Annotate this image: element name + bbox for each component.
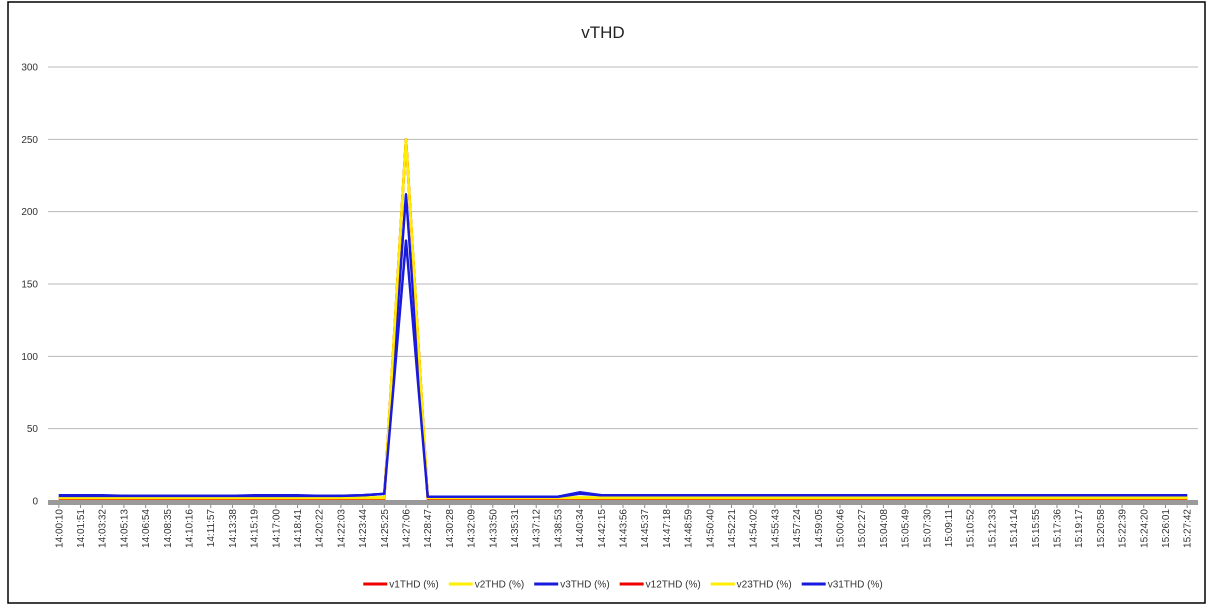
x-tick-label: 14:30:28 [445,509,456,548]
x-tick-label: 15:12:33 [987,509,998,548]
legend-label: v31THD (%) [828,580,883,591]
x-tick-label: 14:08:35 [163,509,174,548]
x-tick-label: 15:15:55 [1031,509,1042,548]
y-tick-label: 50 [27,424,39,435]
x-tick-label: 14:35:31 [510,509,521,548]
y-tick-label: 250 [21,135,38,146]
x-tick-label: 14:05:13 [119,509,130,548]
x-tick-label: 14:06:54 [141,509,152,548]
x-tick-label: 14:22:03 [336,509,347,548]
y-tick-label: 100 [21,352,38,363]
x-axis-band [48,500,1198,505]
y-tick-label: 0 [32,497,38,508]
x-tick-label: 14:03:32 [98,509,109,548]
x-tick-label: 14:33:50 [488,509,499,548]
legend: v1THD (%) v2THD (%) v3THD (%) v12THD (%) v23… [363,580,883,591]
x-tick-label: 15:19:17 [1074,509,1085,548]
x-tick-label: 14:59:05 [814,509,825,548]
x-tick-label: 15:00:46 [835,509,846,548]
x-tick-label: 14:52:21 [727,509,738,548]
x-tick-label: 15:02:27 [857,509,868,548]
x-tick-label: 15:24:20 [1139,509,1150,548]
x-tick-label: 14:40:34 [575,509,586,548]
x-tick-label: 14:37:12 [532,509,543,548]
x-tick-label: 14:57:24 [792,509,803,548]
x-tick-label: 15:26:01 [1161,509,1172,548]
x-tick-label: 14:11:57 [206,509,217,548]
legend-label: v12THD (%) [646,580,701,591]
x-tick-label: 14:17:00 [271,509,282,548]
x-tick-label: 14:20:22 [315,509,326,548]
x-tick-label: 15:14:14 [1009,509,1020,548]
chart-title: vTHD [581,23,624,42]
y-tick-label: 300 [21,63,38,74]
x-tick-label: 14:00:10 [54,509,65,548]
x-tick-label: 14:38:53 [553,509,564,548]
x-tick-label: 15:20:58 [1096,509,1107,548]
legend-label: v23THD (%) [737,580,792,591]
x-tick-label: 14:54:02 [749,509,760,548]
x-tick-label: 14:15:19 [250,509,261,548]
x-tick-label: 14:28:47 [423,509,434,548]
legend-label: v3THD (%) [560,580,609,591]
x-tick-label: 15:17:36 [1052,509,1063,548]
y-tick-label: 150 [21,280,38,291]
x-tick-label: 14:18:41 [293,509,304,548]
series-line [58,138,1188,500]
x-tick-label: 14:48:59 [684,509,695,548]
series-line [58,239,1188,498]
legend-label: v1THD (%) [389,580,438,591]
x-tick-label: 14:01:51 [76,509,87,548]
x-tick-label: 15:04:08 [879,509,890,548]
x-tick-label: 15:22:39 [1118,509,1129,548]
x-tick-label: 14:25:25 [380,509,391,548]
y-tick-label: 200 [21,207,38,218]
x-tick-label: 14:42:15 [597,509,608,548]
x-tick-label: 14:50:40 [705,509,716,548]
x-tick-label: 14:32:09 [467,509,478,548]
x-tick-label: 14:55:43 [770,509,781,548]
x-tick-label: 15:27:42 [1183,509,1194,548]
x-tick-label: 14:43:56 [619,509,630,548]
x-tick-label: 15:10:52 [966,509,977,548]
x-tick-label: 15:07:30 [922,509,933,548]
x-tick-label: 14:47:18 [662,509,673,548]
x-tick-label: 14:27:06 [402,509,413,548]
x-tick-label: 14:10:16 [185,509,196,548]
legend-label: v2THD (%) [475,580,524,591]
x-tick-label: 15:05:49 [901,509,912,548]
x-tick-label: 14:13:38 [228,509,239,548]
x-tick-label: 14:23:44 [358,509,369,548]
x-tick-label: 15:09:11 [944,509,955,548]
x-tick-label: 14:45:37 [640,509,651,548]
